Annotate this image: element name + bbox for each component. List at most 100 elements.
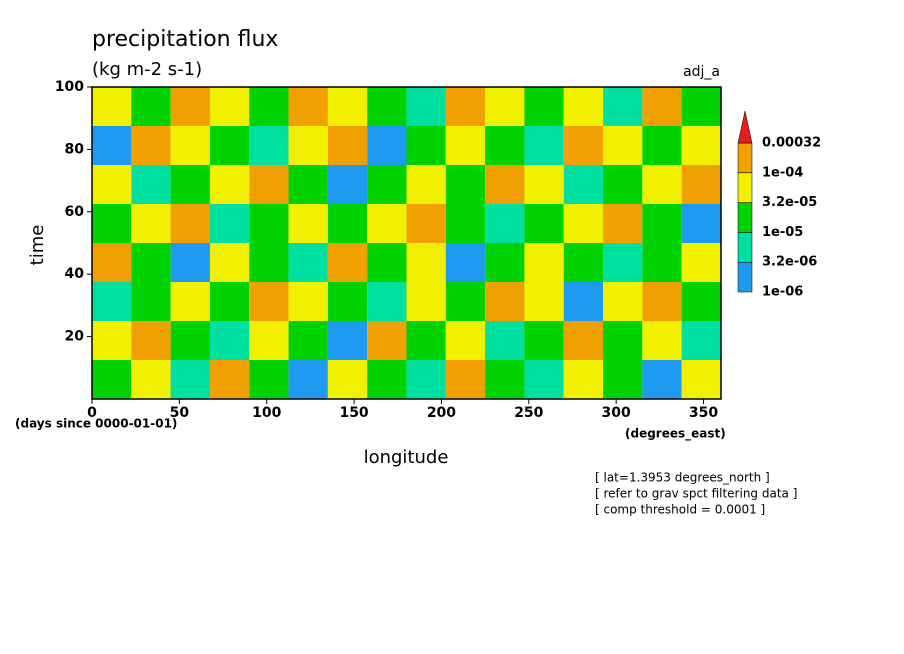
colorbar-label: 1e-04 — [762, 165, 803, 180]
cell — [288, 243, 328, 282]
cell — [92, 126, 132, 165]
y-tick-label: 80 — [65, 141, 85, 157]
cell — [249, 204, 289, 243]
cell — [170, 321, 210, 360]
cell — [681, 282, 721, 321]
y-tick-label: 40 — [65, 266, 85, 282]
cell — [563, 243, 604, 282]
cell — [603, 360, 643, 399]
colorbar-box — [737, 172, 753, 203]
cell — [288, 282, 328, 321]
note: [ refer to grav spct filtering data ] — [595, 487, 797, 501]
cell — [249, 282, 289, 321]
y-tick-label: 60 — [65, 204, 85, 220]
colorbar-label: 1e-05 — [762, 225, 803, 240]
cell — [406, 321, 446, 360]
cell — [288, 360, 328, 399]
cell — [524, 243, 564, 282]
cell — [131, 243, 171, 282]
chart-title: precipitation flux — [92, 27, 278, 52]
x-axis-label: longitude — [364, 447, 449, 468]
cell — [209, 243, 250, 282]
y-axis-label: time — [27, 225, 48, 266]
cell — [367, 165, 407, 204]
cell — [288, 204, 328, 243]
cell — [367, 87, 407, 126]
cell — [367, 360, 407, 399]
cell — [642, 360, 682, 399]
cell — [170, 204, 210, 243]
cell — [327, 360, 368, 399]
cell — [563, 165, 604, 204]
cell — [92, 243, 132, 282]
cell — [131, 282, 171, 321]
cell — [485, 321, 525, 360]
cell — [524, 204, 564, 243]
cell — [485, 204, 525, 243]
cell — [642, 87, 682, 126]
cell — [170, 282, 210, 321]
cell — [249, 360, 289, 399]
cell — [92, 87, 132, 126]
cell — [327, 321, 368, 360]
x-tick-label: 350 — [689, 405, 718, 421]
cell — [406, 204, 446, 243]
colorbar-label: 1e-06 — [762, 285, 803, 300]
cell — [603, 321, 643, 360]
x-units: (degrees_east) — [625, 427, 726, 442]
run-tag: adj_a — [683, 64, 720, 80]
cell — [327, 243, 368, 282]
cell — [681, 360, 721, 399]
cell — [681, 243, 721, 282]
cell — [563, 282, 604, 321]
cell — [327, 126, 368, 165]
cell — [406, 87, 446, 126]
cell — [131, 165, 171, 204]
cell — [445, 321, 486, 360]
y-units: (days since 0000-01-01) — [15, 417, 177, 431]
colorbar-box — [737, 232, 753, 263]
colorbar-box — [737, 202, 753, 233]
chart-subtitle: (kg m-2 s-1) — [92, 59, 202, 80]
cell — [170, 360, 210, 399]
note: [ lat=1.3953 degrees_north ] — [595, 471, 770, 485]
cell — [681, 87, 721, 126]
cell — [327, 282, 368, 321]
x-tick-label: 150 — [339, 405, 368, 421]
colorbar-box — [737, 142, 753, 174]
cell — [485, 165, 525, 204]
cell — [445, 360, 486, 399]
cell — [603, 126, 643, 165]
cell — [681, 165, 721, 204]
cell — [642, 204, 682, 243]
y-tick-label: 20 — [65, 329, 85, 345]
cell — [642, 243, 682, 282]
cell — [445, 87, 486, 126]
y-tick-label: 100 — [55, 79, 84, 95]
cell — [445, 282, 486, 321]
colorbar-label: 0.00032 — [762, 136, 821, 151]
note: [ comp threshold = 0.0001 ] — [595, 503, 765, 517]
cell — [209, 165, 250, 204]
cell — [367, 204, 407, 243]
cell — [563, 87, 604, 126]
cell — [249, 321, 289, 360]
cell — [406, 360, 446, 399]
cell — [485, 243, 525, 282]
cell — [92, 321, 132, 360]
cell — [642, 126, 682, 165]
cell — [524, 321, 564, 360]
cell — [131, 87, 171, 126]
cell — [445, 243, 486, 282]
cell — [485, 126, 525, 165]
cell — [288, 321, 328, 360]
cell — [681, 321, 721, 360]
cell — [327, 87, 368, 126]
cell — [327, 204, 368, 243]
cell — [92, 360, 132, 399]
cell — [524, 87, 564, 126]
cell — [642, 321, 682, 360]
x-tick-label: 50 — [170, 405, 190, 421]
cell — [367, 243, 407, 282]
cell — [642, 165, 682, 204]
